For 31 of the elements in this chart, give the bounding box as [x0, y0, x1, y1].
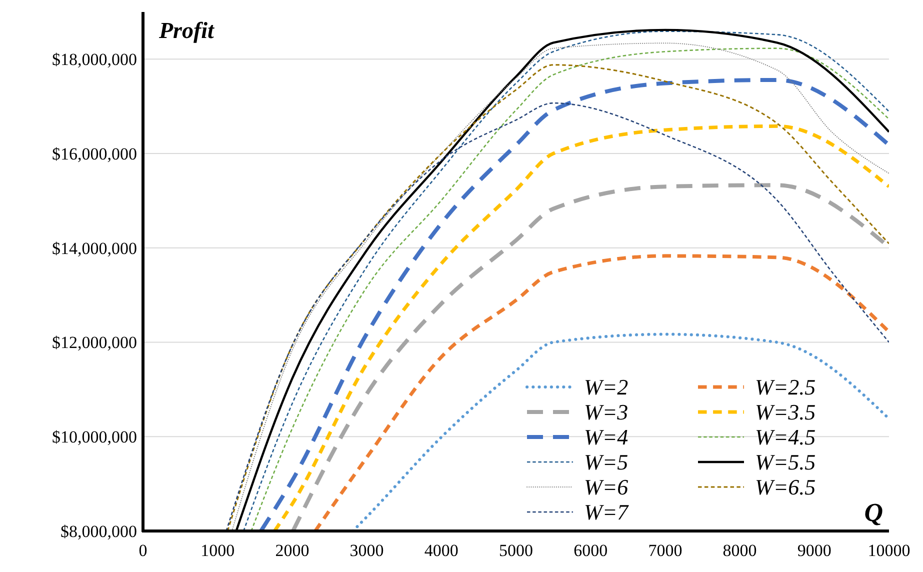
legend-label: W=3.5: [755, 400, 816, 425]
y-tick-label: $14,000,000: [52, 238, 137, 258]
x-tick-label: 9000: [797, 541, 832, 560]
legend-label: W=7: [584, 500, 630, 525]
x-tick-label: 2000: [275, 541, 310, 560]
x-tick-label: 10000: [868, 541, 910, 560]
legend-label: W=6: [584, 474, 628, 500]
legend-label: W=3: [584, 400, 628, 425]
y-tick-label: $12,000,000: [52, 333, 137, 352]
y-tick-label: $10,000,000: [52, 428, 137, 447]
x-axis-title: Q: [864, 498, 884, 527]
x-tick-label: 3000: [350, 541, 384, 560]
y-tick-label: $16,000,000: [52, 144, 137, 164]
x-tick-label: 4000: [424, 541, 458, 560]
y-tick-label: $18,000,000: [52, 50, 137, 70]
legend-label: W=5.5: [755, 450, 816, 475]
x-tick-label: 1000: [200, 541, 235, 560]
x-tick-label: 5000: [499, 541, 533, 560]
x-tick-label: 7000: [648, 541, 682, 560]
x-tick-label: 8000: [722, 541, 757, 560]
x-tick-label: 0: [138, 541, 148, 560]
legend-label: W=5: [584, 450, 628, 475]
legend-label: W=6.5: [755, 474, 816, 500]
y-tick-label: $8,000,000: [60, 522, 137, 541]
x-tick-label: 6000: [574, 541, 608, 560]
legend-label: W=2.5: [755, 374, 816, 400]
line-series: [314, 254, 889, 531]
legend-label: W=4: [584, 424, 628, 450]
legend-label: W=4.5: [755, 424, 816, 450]
chart-title: Profit: [158, 18, 215, 43]
legend-label: W=2: [584, 374, 628, 400]
